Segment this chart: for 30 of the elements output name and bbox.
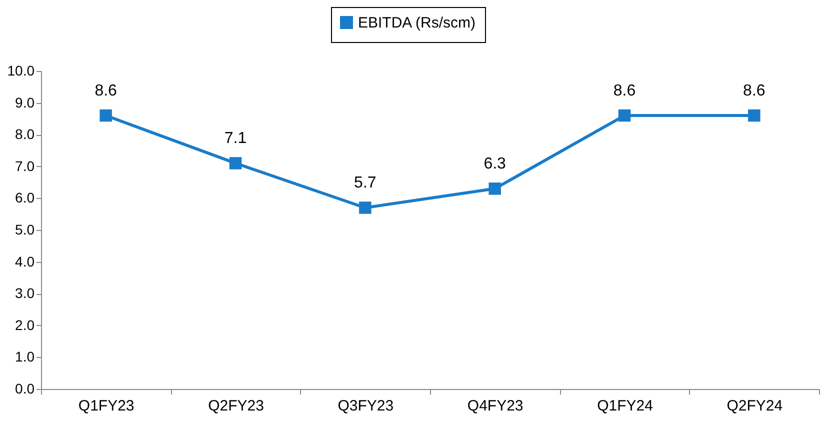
y-tick-label: 7.0 bbox=[15, 158, 35, 174]
point bbox=[229, 157, 242, 170]
data-label: 6.3 bbox=[484, 156, 506, 173]
x-tick-label: Q2FY24 bbox=[726, 398, 783, 414]
y-tick-label: 0.0 bbox=[15, 380, 35, 396]
data-label: 5.7 bbox=[354, 174, 376, 192]
data-label: 8.6 bbox=[94, 82, 118, 100]
y-tick-label: 6.0 bbox=[15, 190, 35, 206]
data-label: 8.6 bbox=[743, 82, 766, 100]
y-tick-label: 10.0 bbox=[7, 62, 35, 78]
y-tick-label: 2.0 bbox=[15, 316, 35, 333]
point bbox=[618, 109, 631, 122]
data-label: 7.1 bbox=[224, 130, 247, 148]
x-tick-label: Q4FY23 bbox=[467, 398, 524, 414]
point bbox=[488, 182, 501, 195]
point bbox=[100, 109, 112, 122]
point bbox=[748, 109, 760, 122]
y-tick-label: 1.0 bbox=[15, 348, 35, 365]
y-tick-label: 4.0 bbox=[15, 253, 35, 270]
x-tick-label: Q1FY24 bbox=[597, 398, 653, 414]
x-tick-label: Q3FY23 bbox=[338, 398, 394, 414]
y-tick-label: 9.0 bbox=[15, 94, 35, 110]
y-tick-label: 3.0 bbox=[15, 285, 35, 302]
x-tick-label: Q1FY23 bbox=[78, 398, 134, 414]
y-tick-label: 8.0 bbox=[15, 126, 35, 142]
data-label: 8.6 bbox=[613, 82, 636, 100]
y-tick-label: 5.0 bbox=[15, 222, 35, 238]
x-tick-label: Q2FY23 bbox=[208, 398, 264, 414]
legend-label: EBITDA (Rs/scm) bbox=[358, 14, 476, 32]
point bbox=[359, 202, 372, 214]
